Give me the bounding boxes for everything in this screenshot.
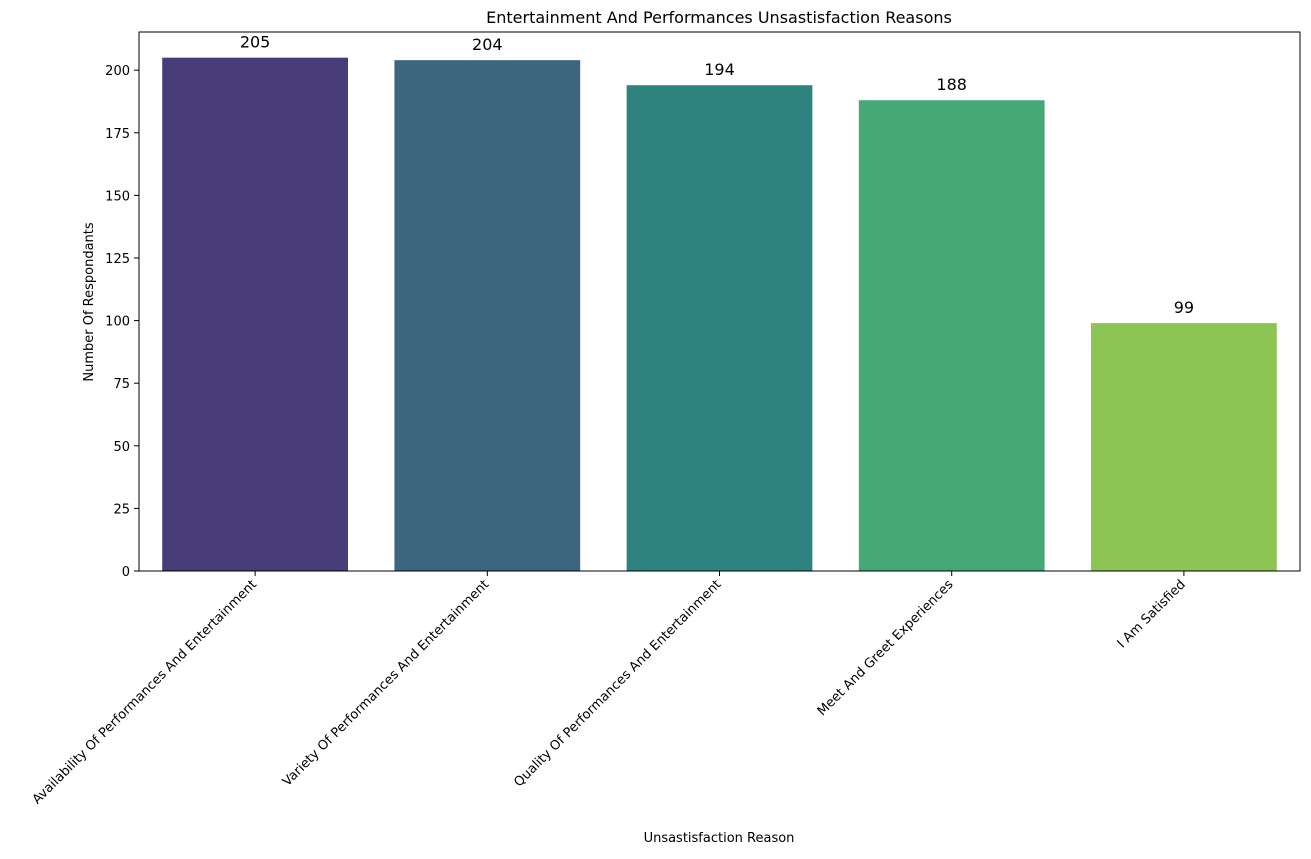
data-label: 194 (704, 60, 735, 79)
y-tick-label: 200 (105, 64, 130, 79)
bar (626, 85, 813, 572)
y-tick-label: 75 (113, 377, 130, 392)
y-tick-label: 125 (105, 252, 130, 267)
y-tick-label: 100 (105, 315, 130, 330)
data-label: 205 (240, 33, 271, 52)
x-tick-label: Availability Of Performances And Enterta… (30, 577, 260, 807)
x-tick-label: Variety Of Performances And Entertainmen… (280, 577, 492, 789)
x-tick-label: I Am Satisfied (1115, 577, 1189, 651)
y-tick-label: 0 (122, 565, 130, 580)
data-label: 188 (936, 75, 967, 94)
y-axis-label: Number Of Respondants (82, 222, 97, 382)
bar (162, 57, 348, 571)
x-tick-label: Meet And Greet Experiences (815, 577, 957, 719)
y-tick-label: 150 (105, 189, 130, 204)
data-label: 99 (1174, 298, 1194, 317)
bar (1091, 323, 1277, 571)
y-tick-label: 50 (113, 440, 130, 455)
data-label: 204 (472, 35, 503, 54)
y-tick-label: 25 (113, 502, 130, 517)
x-tick-label: Quality Of Performances And Entertainmen… (511, 577, 724, 790)
plot-area: 205 204 194 188 99 0 25 50 75 100 125 150 175 200 Avai… (30, 31, 1301, 807)
bar (858, 100, 1045, 571)
bar (394, 60, 581, 572)
chart-title: Entertainment And Performances Unsastisf… (486, 8, 952, 27)
x-axis-label: Unsastisfaction Reason (644, 831, 795, 846)
y-tick-label: 175 (105, 127, 130, 142)
